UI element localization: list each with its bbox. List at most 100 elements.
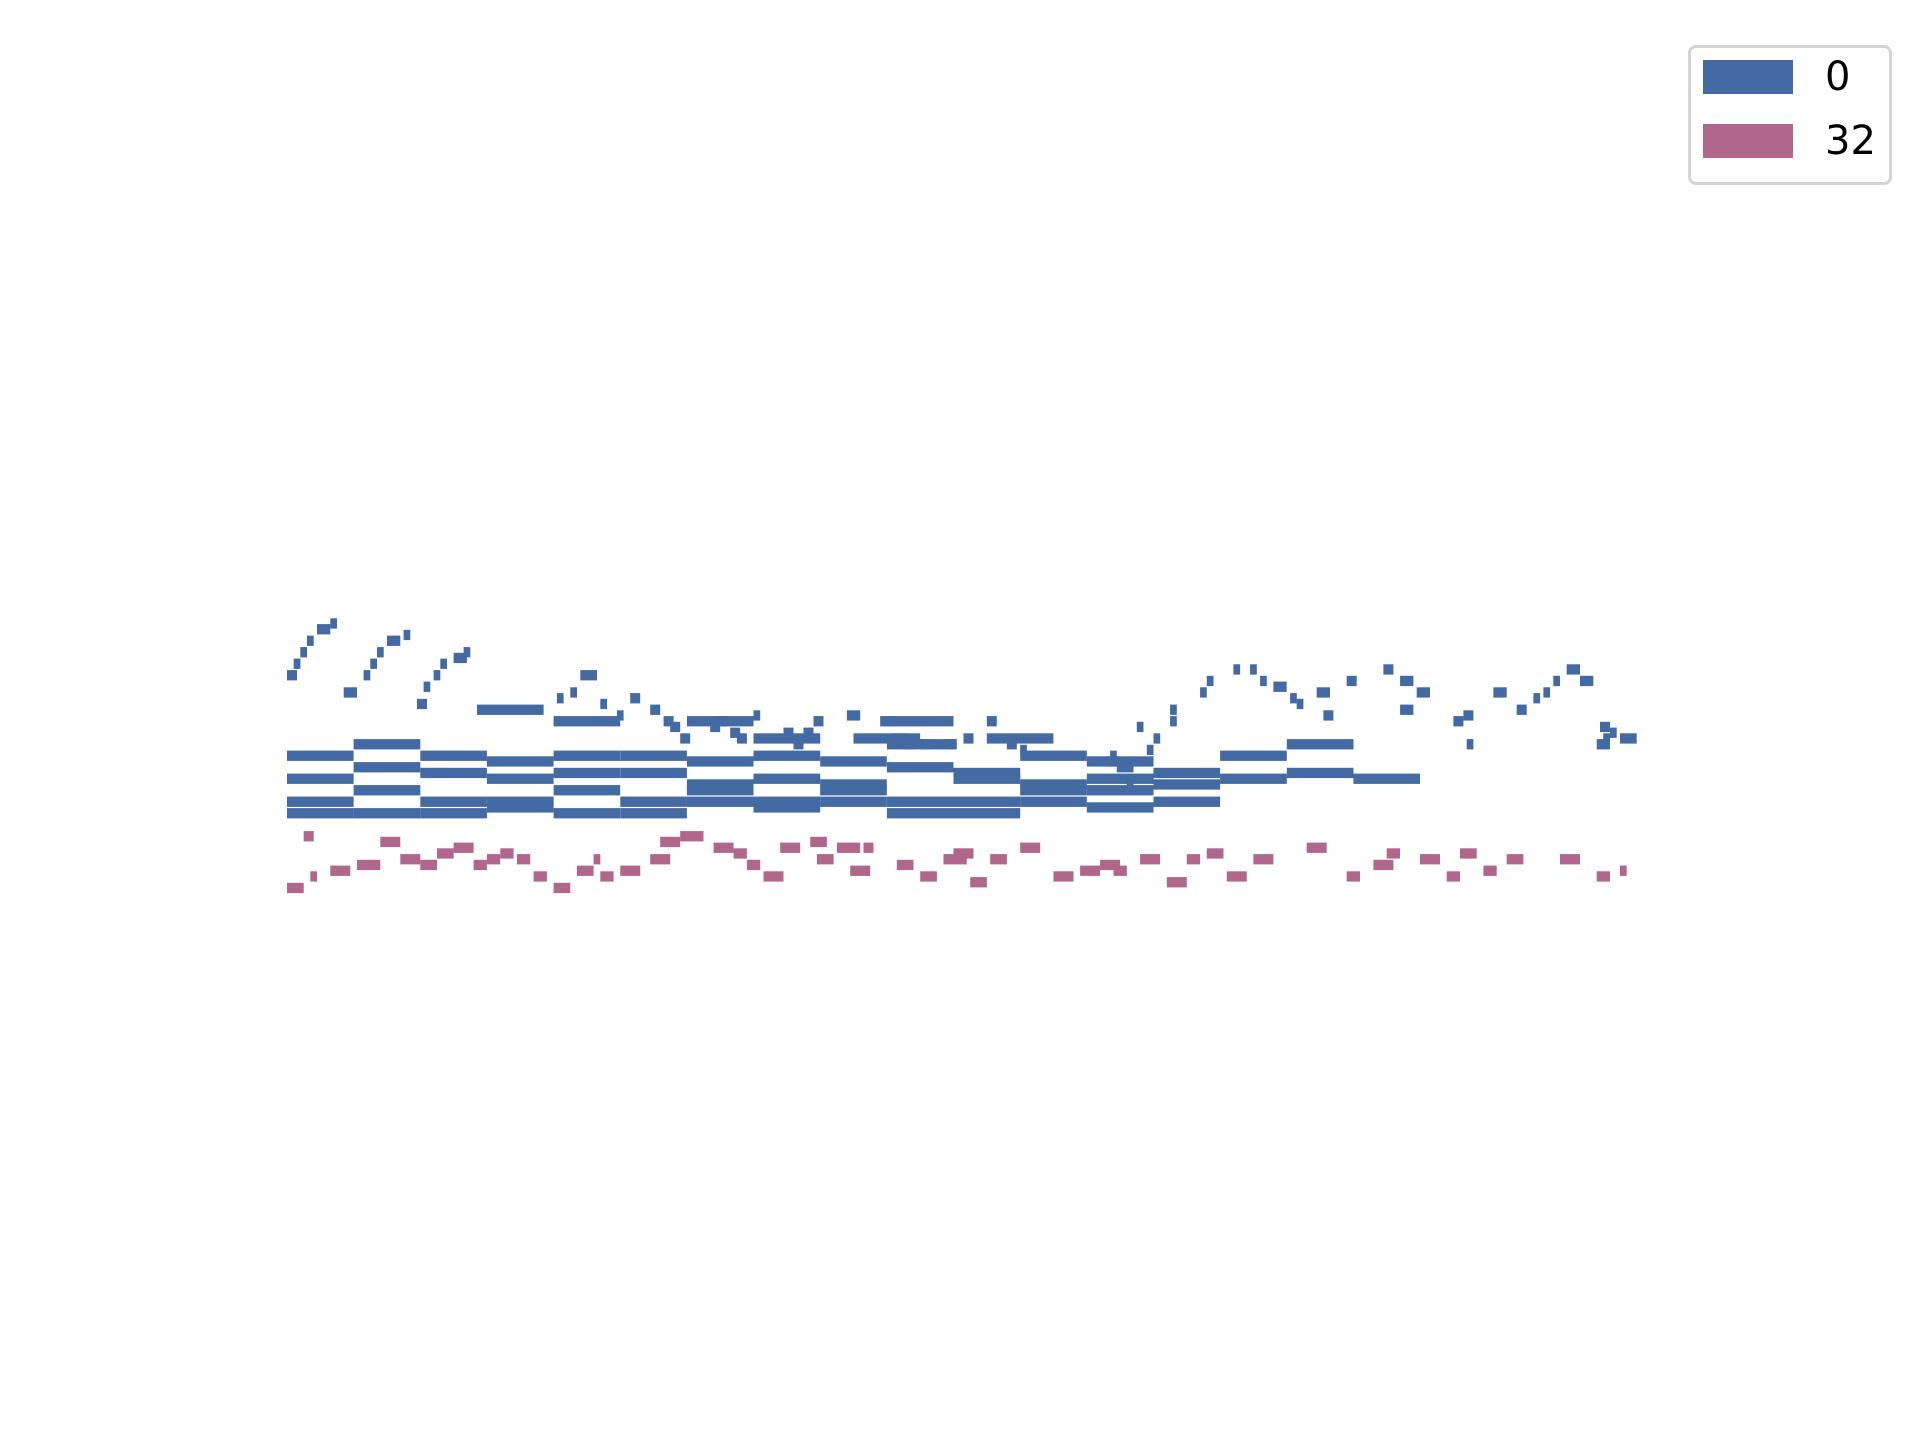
note-0-58 <box>953 808 1021 819</box>
note-1-54 <box>1420 854 1440 865</box>
note-0-18 <box>420 767 487 779</box>
note-1-53 <box>1386 848 1400 859</box>
note-0-56 <box>820 796 887 807</box>
note-0-134 <box>1323 710 1334 721</box>
note-1-9 <box>453 842 474 853</box>
note-0-153 <box>1620 733 1637 744</box>
note-0-124 <box>1170 704 1177 715</box>
note-0-77 <box>377 647 384 658</box>
note-1-51 <box>1346 871 1360 882</box>
note-1-0 <box>287 882 304 894</box>
note-0-75 <box>363 670 371 681</box>
note-0-2 <box>420 750 487 761</box>
note-0-133 <box>1316 687 1330 698</box>
note-1-59 <box>1560 854 1580 865</box>
note-0-5 <box>620 750 687 761</box>
note-0-90 <box>616 710 624 721</box>
note-0-66 <box>886 716 954 727</box>
note-0-123 <box>1170 716 1177 727</box>
note-0-145 <box>1533 693 1541 704</box>
note-0-129 <box>1260 675 1267 687</box>
note-0-91 <box>630 693 641 704</box>
note-1-16 <box>576 865 594 876</box>
note-0-154 <box>1600 721 1610 733</box>
note-0-108 <box>903 739 914 750</box>
note-0-107 <box>893 733 907 744</box>
note-0-76 <box>370 658 377 669</box>
note-1-49 <box>1253 854 1274 865</box>
note-0-16 <box>287 773 354 784</box>
note-1-58 <box>1506 854 1524 865</box>
note-1-1 <box>303 831 314 842</box>
note-1-18 <box>600 871 614 882</box>
note-0-135 <box>1346 675 1357 687</box>
note-1-35 <box>943 854 967 865</box>
note-0-52 <box>553 808 621 819</box>
note-0-46 <box>1086 785 1154 796</box>
note-1-21 <box>660 836 681 848</box>
note-0-17 <box>353 762 421 773</box>
note-0-39 <box>620 796 687 807</box>
note-0-120 <box>1126 779 1134 790</box>
note-0-6 <box>686 756 754 767</box>
note-0-14 <box>1220 750 1287 761</box>
note-0-34 <box>287 796 354 807</box>
note-0-30 <box>1153 779 1221 790</box>
note-0-22 <box>686 779 754 790</box>
note-1-43 <box>1113 865 1127 876</box>
note-1-23 <box>713 842 734 853</box>
note-0-112 <box>986 716 997 727</box>
note-0-117 <box>1110 750 1117 761</box>
note-0-109 <box>920 739 931 750</box>
note-0-38 <box>553 785 621 796</box>
note-0-7 <box>753 750 821 761</box>
note-0-116 <box>1106 756 1121 767</box>
note-0-142 <box>1466 739 1474 750</box>
note-1-28 <box>810 836 827 848</box>
note-0-4 <box>553 750 621 761</box>
note-0-119 <box>1123 762 1134 773</box>
note-1-31 <box>850 865 871 876</box>
note-1-55 <box>1446 871 1460 882</box>
note-0-35 <box>353 785 421 796</box>
note-0-8 <box>820 756 887 767</box>
note-0-49 <box>353 808 421 819</box>
note-0-48 <box>287 808 354 819</box>
note-0-138 <box>1400 704 1414 715</box>
note-1-5 <box>380 836 401 848</box>
note-1-26 <box>763 871 784 882</box>
note-1-6 <box>400 854 421 865</box>
note-0-10 <box>953 767 1021 779</box>
note-1-17 <box>593 854 601 865</box>
note-0-33 <box>1353 773 1420 784</box>
note-1-12 <box>500 848 514 859</box>
series-0 <box>287 618 1637 819</box>
note-1-39 <box>1020 842 1041 853</box>
note-0-20 <box>553 767 621 779</box>
note-1-42 <box>1100 859 1121 871</box>
note-0-72 <box>317 624 331 635</box>
note-0-139 <box>1416 687 1430 698</box>
note-1-24 <box>733 848 747 859</box>
note-0-24 <box>820 779 854 790</box>
note-0-15 <box>1286 739 1354 750</box>
note-0-82 <box>433 670 441 681</box>
note-0-106 <box>880 716 894 727</box>
note-1-22 <box>680 831 704 842</box>
note-1-38 <box>990 854 1007 865</box>
note-1-52 <box>1373 859 1394 871</box>
note-0-29 <box>1086 773 1154 784</box>
note-0-150 <box>1596 739 1610 750</box>
note-1-57 <box>1483 865 1497 876</box>
note-0-32 <box>1286 767 1354 779</box>
legend-entry-0: 0 <box>1703 52 1850 102</box>
note-1-3 <box>330 865 351 876</box>
note-1-25 <box>746 859 761 871</box>
note-0-0 <box>287 750 354 761</box>
note-0-80 <box>417 698 427 710</box>
note-0-111 <box>963 733 974 744</box>
legend-swatch-1 <box>1703 124 1793 158</box>
note-0-93 <box>663 716 674 727</box>
note-1-61 <box>1620 865 1627 876</box>
